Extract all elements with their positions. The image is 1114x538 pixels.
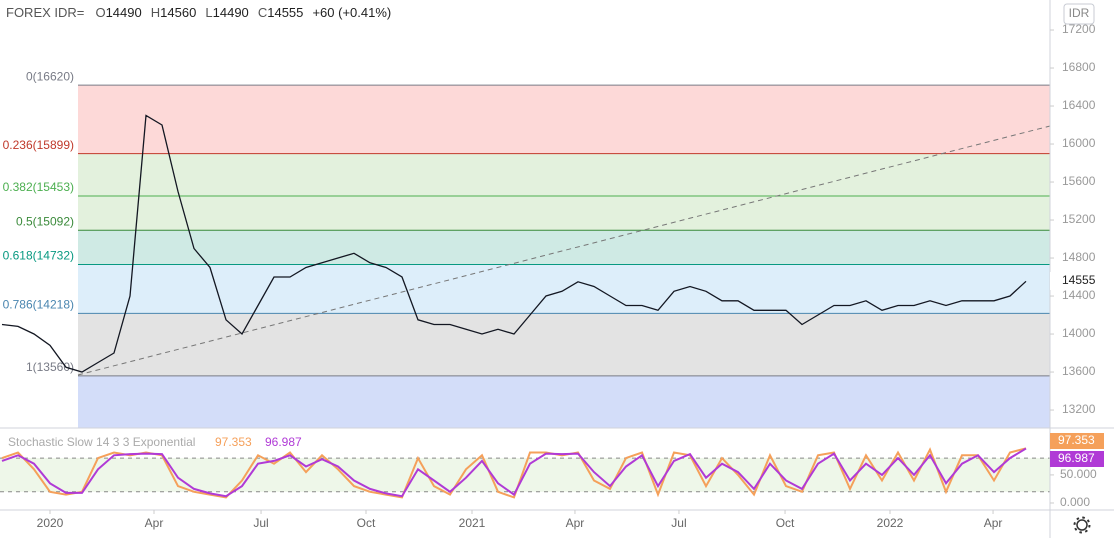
low-label: L [205,5,212,20]
y-tick-label: 16000 [1062,136,1096,150]
fib-label: 0.618(14732) [3,249,74,263]
last-price: 14555 [1062,273,1096,287]
y-tick-label: 16800 [1062,60,1096,74]
y-tick-label: 13600 [1062,364,1096,378]
stoch-value-box [1050,451,1104,467]
x-tick-label: 2022 [877,516,904,530]
open: 14490 [106,5,142,20]
y-tick-label: 14000 [1062,326,1096,340]
x-tick-label: Oct [357,516,376,530]
currency-box[interactable] [1063,3,1095,25]
y-tick-label: 15200 [1062,212,1096,226]
stoch-axis-value: 96.987 [1058,451,1095,465]
high: 14560 [160,5,196,20]
x-tick-label: Apr [984,516,1003,530]
fib-label: 1(13560) [26,360,74,374]
y-tick-label: 0.000 [1060,495,1090,509]
fib-label: 0.786(14218) [3,298,74,312]
fib-label: 0.236(15899) [3,138,74,152]
fib-band [78,264,1050,314]
fib-band [78,85,1050,154]
stoch-legend-value: 96.987 [265,435,302,449]
x-tick-label: Jul [671,516,686,530]
stoch-value-box [1050,433,1104,449]
open-label: O [95,5,105,20]
x-tick-label: Apr [566,516,585,530]
fib-label: 0.382(15453) [3,180,74,194]
settings-icon[interactable] [1073,516,1091,534]
fib-band [78,230,1050,265]
y-tick-label: 15600 [1062,174,1096,188]
y-tick-label: 50.000 [1060,467,1097,481]
price-line [1,114,1027,373]
stoch-axis-value: 97.353 [1058,433,1095,447]
close: 14555 [267,5,303,20]
y-tick-label: 13200 [1062,402,1096,416]
stoch-line [1,447,1027,499]
stoch-line [1,447,1027,498]
y-tick-label: 14400 [1062,288,1096,302]
y-tick-label: 17200 [1062,22,1096,36]
x-tick-label: Oct [776,516,795,530]
legend-header: FOREX IDR= O14490 H14560 L14490 C14555 +… [6,5,391,20]
close-label: C [258,5,267,20]
x-tick-label: Apr [145,516,164,530]
fib-band [78,153,1050,196]
fib-band [78,375,1050,428]
fib-band [78,195,1050,231]
indicator-title: Stochastic Slow 14 3 3 Exponential [8,435,195,449]
fib-band [78,313,1050,376]
x-tick-label: 2021 [459,516,486,530]
x-tick-label: Jul [253,516,268,530]
fib-label: 0(16620) [26,69,74,83]
fib-bands: 0(16620) 0.236(15899) 0.382(15453) 0.5(1509… [0,69,1050,493]
x-tick-label: 2020 [37,516,64,530]
y-tick-label: 16400 [1062,98,1096,112]
change: +60 (+0.41%) [312,5,391,20]
high-label: H [151,5,160,20]
currency[interactable]: IDR [1069,6,1090,20]
y-tick-label: 14800 [1062,250,1096,264]
plot [1,114,1027,499]
stoch-legend-value: 97.353 [215,435,252,449]
low: 14490 [213,5,249,20]
fib-label: 0.5(15092) [16,214,74,228]
symbol: FOREX IDR= [6,5,84,20]
last-price-box [1050,272,1114,290]
